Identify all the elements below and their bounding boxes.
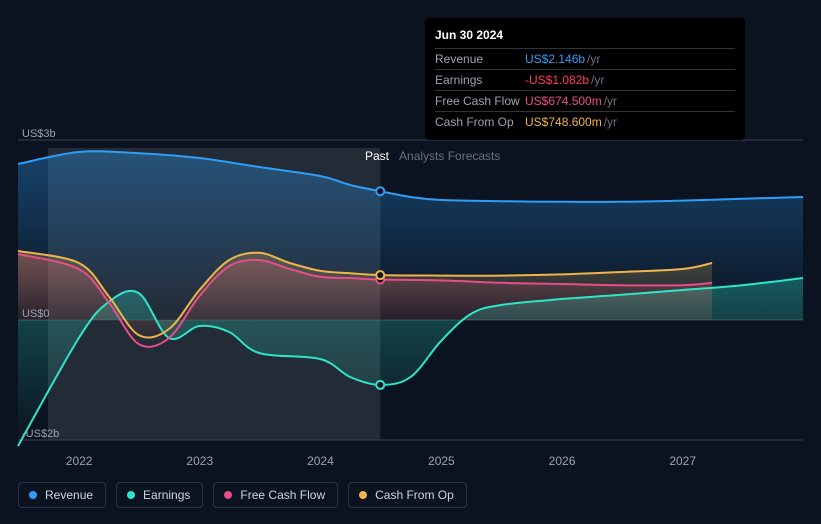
past-forecast-divider-label: Past Analysts Forecasts <box>365 149 500 163</box>
legend-item-earnings[interactable]: Earnings <box>116 482 203 508</box>
x-axis-label: 2025 <box>428 454 455 468</box>
tooltip-row: RevenueUS$2.146b /yr <box>435 48 735 69</box>
x-axis-label: 2024 <box>307 454 334 468</box>
legend-dot <box>29 491 37 499</box>
y-axis-label: US$0 <box>22 308 50 320</box>
tooltip-row: Earnings-US$1.082b /yr <box>435 69 735 90</box>
x-axis-label: 2023 <box>186 454 213 468</box>
y-axis-label: -US$2b <box>22 428 59 440</box>
legend-dot <box>224 491 232 499</box>
legend-label: Cash From Op <box>375 488 454 502</box>
tooltip-row-unit: /yr <box>604 93 617 109</box>
chart-legend: Revenue Earnings Free Cash Flow Cash From O… <box>18 482 467 508</box>
legend-label: Revenue <box>45 488 93 502</box>
legend-item-free-cash-flow[interactable]: Free Cash Flow <box>213 482 338 508</box>
tooltip-row-label: Revenue <box>435 51 525 67</box>
tooltip-row-unit: /yr <box>591 72 604 88</box>
tooltip-row-label: Free Cash Flow <box>435 93 525 109</box>
tooltip-date: Jun 30 2024 <box>435 24 735 48</box>
x-axis-label: 2027 <box>669 454 696 468</box>
legend-item-revenue[interactable]: Revenue <box>18 482 106 508</box>
tooltip-row-value: US$748.600m <box>525 114 602 130</box>
tooltip-row-value: US$2.146b <box>525 51 585 67</box>
tooltip-row-value: US$674.500m <box>525 93 602 109</box>
forecast-label: Analysts Forecasts <box>399 149 500 163</box>
x-axis-label: 2022 <box>66 454 93 468</box>
tooltip-row-unit: /yr <box>604 114 617 130</box>
tooltip-row-label: Cash From Op <box>435 114 525 130</box>
tooltip-row-unit: /yr <box>587 51 600 67</box>
legend-label: Free Cash Flow <box>240 488 325 502</box>
tooltip-rows: RevenueUS$2.146b /yrEarnings-US$1.082b /… <box>435 48 735 132</box>
y-axis-label: US$3b <box>22 128 56 140</box>
legend-label: Earnings <box>143 488 190 502</box>
legend-dot <box>127 491 135 499</box>
tooltip-row-label: Earnings <box>435 72 525 88</box>
x-axis-label: 2026 <box>549 454 576 468</box>
tooltip-row: Free Cash FlowUS$674.500m /yr <box>435 90 735 111</box>
chart-tooltip: Jun 30 2024 RevenueUS$2.146b /yrEarnings… <box>425 18 745 140</box>
legend-dot <box>359 491 367 499</box>
past-label: Past <box>365 149 389 163</box>
legend-item-cash-from-op[interactable]: Cash From Op <box>348 482 467 508</box>
tooltip-row-value: -US$1.082b <box>525 72 589 88</box>
financials-chart: Jun 30 2024 RevenueUS$2.146b /yrEarnings… <box>0 0 821 524</box>
tooltip-row: Cash From OpUS$748.600m /yr <box>435 111 735 132</box>
